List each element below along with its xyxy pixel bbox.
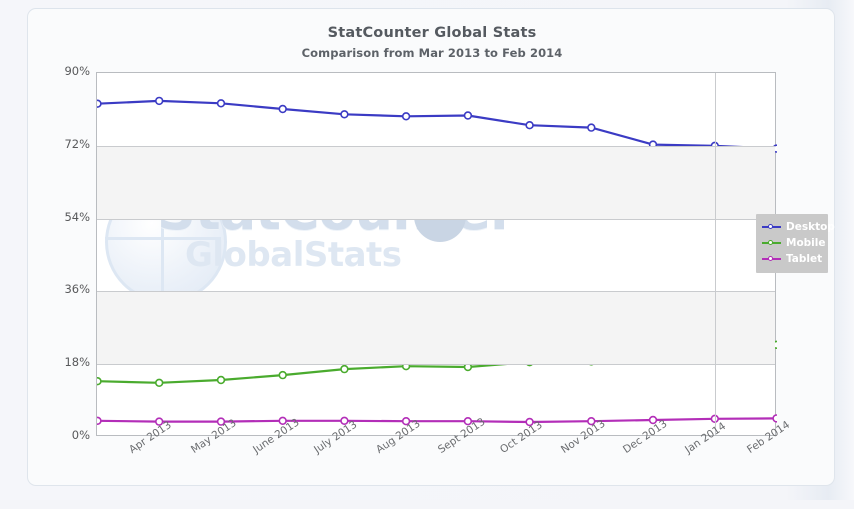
horizontal-gridline [97, 146, 775, 147]
series-line-tablet [97, 417, 777, 424]
legend-marker-icon [762, 254, 781, 264]
data-point[interactable] [216, 417, 226, 426]
data-point[interactable] [278, 104, 287, 114]
data-point[interactable] [278, 416, 287, 425]
data-point[interactable] [710, 414, 719, 423]
data-point[interactable] [97, 416, 102, 425]
data-point[interactable] [340, 416, 349, 425]
data-point[interactable] [154, 378, 164, 387]
data-point[interactable] [525, 417, 534, 427]
series-line-desktop [97, 99, 777, 150]
series-lines [97, 96, 777, 427]
data-point[interactable] [772, 414, 777, 423]
legend-marker-icon [762, 222, 781, 232]
data-point[interactable] [154, 417, 164, 426]
data-point[interactable] [648, 415, 658, 425]
data-point[interactable] [463, 417, 473, 426]
horizontal-gridline [97, 219, 775, 220]
data-point[interactable] [401, 417, 411, 426]
legend-item-label: Tablet [786, 253, 823, 265]
data-point[interactable] [340, 110, 349, 119]
year-divider-gridline [715, 73, 716, 435]
legend-item-label: Mobile [786, 237, 826, 249]
data-point[interactable] [463, 111, 473, 120]
data-point[interactable] [340, 364, 349, 374]
grid-band [97, 145, 775, 219]
legend-item-label: Desktop [786, 221, 835, 233]
data-point[interactable] [97, 99, 102, 108]
data-point[interactable] [401, 112, 411, 121]
page-subtitle: Comparison from Mar 2013 to Feb 2014 [301, 46, 563, 60]
data-point[interactable] [587, 417, 596, 426]
y-axis-tick-label: 36% [64, 282, 90, 297]
y-axis-tick-label: 90% [64, 64, 90, 78]
horizontal-gridline [97, 291, 775, 292]
data-point[interactable] [154, 96, 164, 106]
grid-band [97, 291, 775, 365]
chart-legend[interactable]: Desktop Mobile Tablet [756, 214, 835, 273]
y-axis-labels: 0% 18% 36% 54% 72% 90% [28, 9, 90, 509]
data-point[interactable] [97, 377, 102, 386]
horizontal-gridline [97, 364, 775, 365]
legend-item-tablet[interactable]: Tablet [762, 251, 822, 267]
legend-item-mobile[interactable]: Mobile [762, 235, 826, 251]
data-point[interactable] [278, 370, 287, 380]
legend-marker-icon [762, 238, 781, 248]
y-axis-tick-label: 72% [64, 136, 90, 151]
data-point[interactable] [525, 120, 534, 130]
plot-area: StatCounter GlobalStats [96, 72, 777, 436]
data-point[interactable] [216, 99, 226, 108]
data-point[interactable] [587, 123, 596, 132]
y-axis-tick-label: 18% [64, 355, 90, 370]
y-axis-tick-label: 0% [71, 428, 90, 442]
data-point[interactable] [216, 375, 226, 385]
legend-item-desktop[interactable]: Desktop [762, 219, 835, 235]
page-title: StatCounter Global Stats [327, 25, 537, 41]
y-axis-tick-label: 54% [64, 209, 90, 224]
chart-card: StatCounter Global Stats Comparison from… [27, 8, 835, 486]
